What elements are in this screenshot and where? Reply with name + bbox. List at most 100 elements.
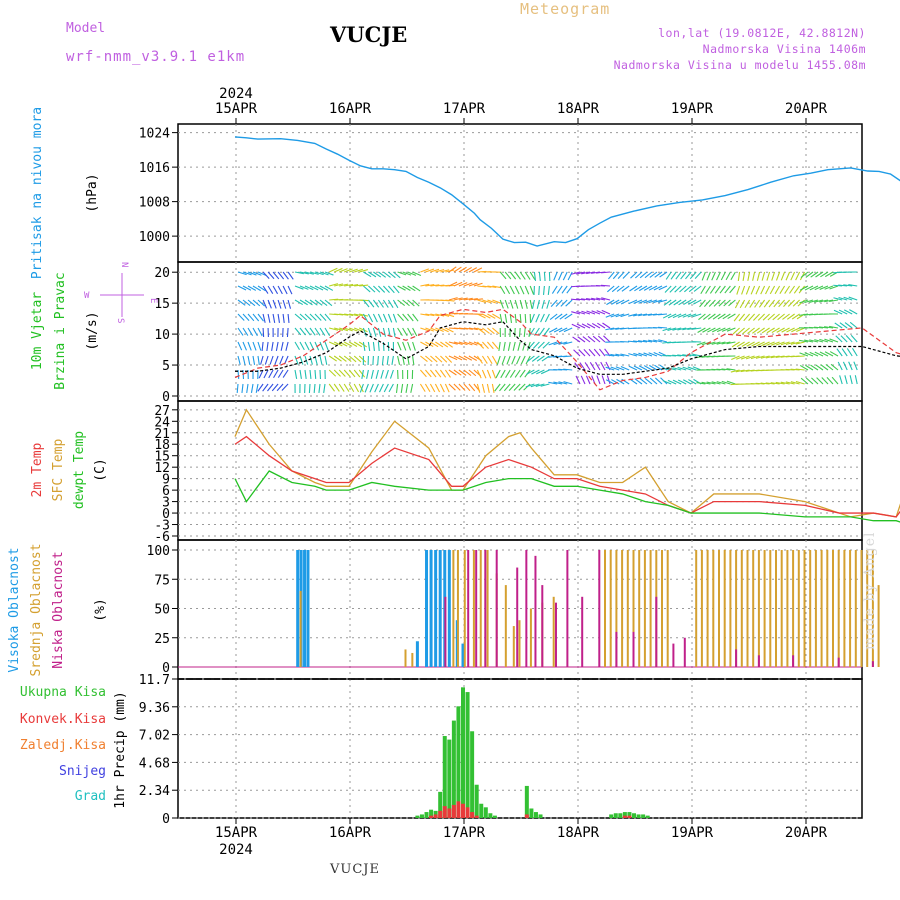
- wind-barb: [448, 383, 456, 391]
- wind-barb: [267, 383, 274, 392]
- wind-barb: [372, 299, 380, 308]
- wind-barb: [309, 299, 318, 306]
- wind-barb: [542, 285, 545, 296]
- wind-barb: [852, 348, 858, 357]
- cloud-low-bar: [792, 655, 795, 667]
- wind-barb: [815, 271, 824, 278]
- wind-barb: [750, 355, 760, 360]
- wind-barb: [477, 327, 486, 334]
- wind-barb: [654, 377, 663, 385]
- wind-barb: [529, 299, 533, 309]
- pressure-unit: (hPa): [85, 173, 100, 212]
- wind-barb: [605, 354, 615, 357]
- wind-barb: [258, 369, 264, 379]
- wind-barb: [367, 313, 374, 323]
- wind-barb: [324, 355, 328, 365]
- wind-barb: [329, 283, 339, 287]
- wind-barb: [430, 284, 440, 287]
- wind-barb: [772, 313, 780, 321]
- wind-barb: [696, 341, 706, 346]
- wind-barb: [282, 313, 285, 323]
- wind-barb: [741, 285, 746, 295]
- wind-barb: [526, 341, 531, 351]
- cloud-high-bar: [461, 643, 465, 667]
- wind-barb: [237, 369, 240, 380]
- wind-barb: [363, 285, 371, 293]
- wind-barb: [395, 383, 399, 393]
- wind-barb: [611, 379, 620, 385]
- wind-barb: [756, 341, 765, 347]
- wind-barb: [252, 285, 261, 292]
- wind-barb: [620, 366, 630, 371]
- wind-barb: [829, 351, 839, 357]
- wind-barb: [829, 338, 839, 343]
- wind-barb: [487, 299, 497, 304]
- wind-barb: [383, 383, 389, 393]
- wind-barb: [523, 327, 526, 338]
- wind-barb: [548, 381, 558, 385]
- legend-graupel: Grad: [75, 789, 106, 804]
- wind-barb: [477, 341, 485, 349]
- y-tick-label: 1000: [139, 230, 170, 245]
- wind-barb: [349, 284, 359, 287]
- wind-barb: [247, 271, 257, 276]
- cloud-low-bar: [615, 631, 618, 667]
- wind-barb: [362, 341, 366, 351]
- wind-barb: [849, 321, 858, 329]
- wind-barb: [257, 299, 266, 307]
- cloud-mid-bar: [820, 550, 823, 667]
- wind-barb: [410, 383, 414, 393]
- wind-barb: [824, 271, 834, 278]
- wind-barb: [638, 340, 648, 343]
- wind-barb: [825, 364, 834, 371]
- wind-barb: [501, 355, 506, 365]
- wind-barb: [824, 326, 834, 329]
- cloud-mid-bar: [780, 550, 783, 667]
- wind-barb: [728, 299, 736, 307]
- precip-conv-bar: [438, 810, 443, 818]
- wind-barb: [831, 376, 839, 385]
- wind-barb: [294, 341, 300, 351]
- wind-barb: [338, 268, 348, 273]
- wind-barb: [849, 309, 858, 315]
- wind-barb: [706, 271, 711, 281]
- wind-barb: [703, 299, 711, 308]
- cloud-low-bar: [525, 550, 528, 667]
- wind-barb: [299, 299, 308, 306]
- wind-barb: [622, 271, 630, 279]
- wind-barb: [735, 369, 745, 373]
- wind-barb: [824, 285, 834, 290]
- wind-barb: [692, 353, 702, 357]
- wind-barb: [348, 341, 358, 347]
- wind-barb: [463, 383, 471, 392]
- wind-barb: [344, 268, 353, 273]
- wind-barb: [804, 299, 814, 304]
- wind-barb: [382, 299, 389, 308]
- x-tick-label-bottom: 16APR: [329, 825, 372, 841]
- wind-barb: [776, 327, 785, 333]
- cloud-mid-bar: [860, 550, 863, 667]
- wind-barb: [629, 285, 638, 292]
- wind-barb: [689, 271, 697, 280]
- y-tick-label: 10: [154, 328, 170, 343]
- wind-barb: [562, 271, 568, 281]
- wind-barb: [786, 313, 795, 320]
- wind-barb: [328, 267, 338, 273]
- wind-barb: [692, 327, 702, 330]
- y-tick-label: 11.7: [139, 673, 170, 688]
- wind-barb: [603, 335, 611, 343]
- wind-barb: [481, 369, 487, 379]
- wind-barb: [727, 313, 736, 320]
- panel-precip: 0 2.34 4.68 7.02 9.36 11.7: [139, 673, 863, 827]
- precip-total-bar: [632, 813, 636, 818]
- wind-barb: [754, 299, 761, 308]
- wind-barb: [731, 341, 740, 348]
- wind-barb: [420, 283, 430, 287]
- wind-barb: [701, 355, 711, 358]
- wind-barb: [453, 369, 462, 376]
- wind-barb: [252, 355, 256, 365]
- temp-unit: (C): [93, 458, 108, 481]
- wind-barb: [679, 285, 687, 293]
- wind-barb: [581, 271, 591, 275]
- wind-barb: [279, 355, 284, 365]
